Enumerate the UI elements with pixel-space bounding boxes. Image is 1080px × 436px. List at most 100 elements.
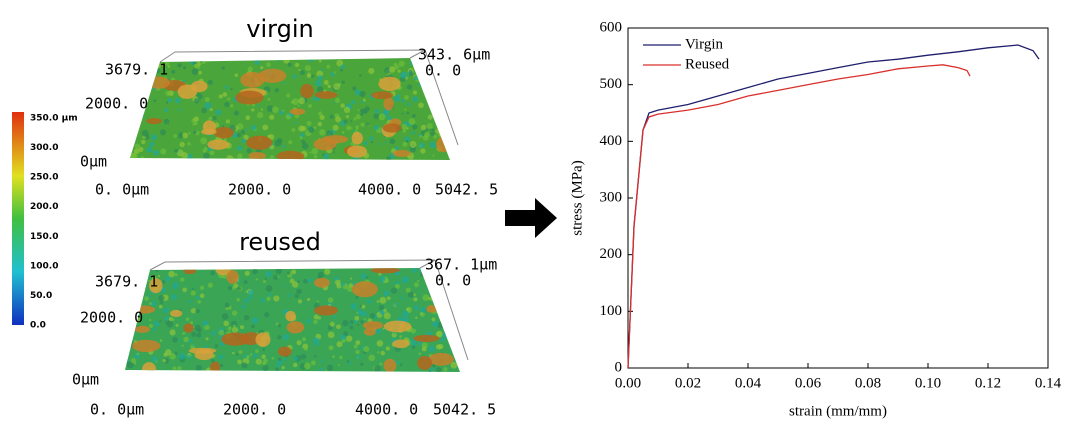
speckle bbox=[324, 370, 328, 372]
bump bbox=[177, 84, 198, 99]
speckle bbox=[164, 316, 169, 321]
speckle bbox=[241, 362, 248, 369]
speckle bbox=[333, 83, 341, 91]
speckle bbox=[232, 351, 235, 355]
speckle bbox=[432, 321, 439, 328]
bump bbox=[392, 149, 411, 158]
speckle bbox=[439, 311, 445, 317]
speckle bbox=[163, 352, 168, 357]
speckle bbox=[249, 353, 253, 356]
speckle bbox=[254, 59, 260, 65]
speckle bbox=[336, 324, 341, 330]
speckle bbox=[292, 74, 297, 79]
speckle bbox=[212, 116, 217, 121]
speckle bbox=[386, 296, 391, 301]
speckle bbox=[363, 346, 370, 353]
speckle bbox=[438, 344, 444, 350]
colorbar bbox=[12, 112, 24, 325]
speckle bbox=[350, 99, 356, 105]
speckle bbox=[283, 357, 287, 362]
speckle bbox=[428, 345, 436, 352]
speckle bbox=[237, 359, 242, 365]
speckle bbox=[414, 76, 419, 81]
speckle bbox=[161, 280, 166, 284]
x-label: 2000. 0 bbox=[228, 181, 291, 199]
speckle bbox=[369, 136, 374, 141]
speckle bbox=[236, 145, 243, 152]
speckle bbox=[163, 67, 166, 70]
speckle bbox=[201, 107, 207, 114]
bump bbox=[351, 281, 378, 298]
speckle bbox=[424, 131, 430, 138]
speckle bbox=[418, 81, 424, 87]
speckle bbox=[350, 303, 357, 310]
speckle bbox=[265, 62, 271, 68]
y-label: 0μm bbox=[80, 153, 107, 171]
z-label: 367. 1μm bbox=[425, 256, 497, 274]
speckle bbox=[148, 302, 152, 305]
speckle bbox=[327, 331, 335, 339]
bump bbox=[132, 339, 161, 353]
speckle bbox=[244, 270, 250, 276]
speckle bbox=[266, 105, 274, 113]
speckle bbox=[376, 340, 384, 347]
speckle bbox=[160, 148, 167, 155]
speckle bbox=[420, 148, 426, 154]
speckle bbox=[430, 297, 435, 302]
x-label: 0. 0μm bbox=[95, 181, 149, 199]
speckle bbox=[296, 288, 302, 295]
bump bbox=[426, 90, 437, 102]
speckle bbox=[306, 319, 311, 324]
bump bbox=[188, 347, 217, 354]
speckle bbox=[219, 363, 224, 368]
speckle bbox=[225, 307, 228, 310]
speckle bbox=[300, 129, 304, 132]
speckle bbox=[197, 299, 201, 304]
speckle bbox=[309, 151, 312, 154]
bump bbox=[183, 323, 194, 333]
speckle bbox=[360, 320, 364, 324]
speckle bbox=[291, 269, 297, 275]
speckle bbox=[442, 79, 445, 82]
speckle bbox=[369, 312, 376, 319]
speckle bbox=[407, 291, 414, 298]
speckle bbox=[353, 344, 358, 349]
bump bbox=[314, 305, 338, 316]
speckle bbox=[411, 113, 416, 118]
speckle bbox=[165, 90, 171, 96]
speckle bbox=[172, 283, 179, 290]
speckle bbox=[133, 114, 136, 117]
speckle bbox=[193, 63, 198, 68]
line-chart: strain (mm/mm) stress (MPa) 0.00 0.02 0.04… bbox=[569, 19, 1061, 419]
speckle bbox=[454, 315, 459, 320]
speckle bbox=[398, 60, 405, 67]
speckle bbox=[246, 355, 250, 359]
x-tick-label: 0.06 bbox=[795, 375, 822, 391]
speckle bbox=[418, 340, 423, 346]
speckle bbox=[352, 129, 355, 133]
speckle bbox=[221, 313, 229, 320]
speckle bbox=[267, 134, 271, 139]
speckle bbox=[401, 124, 408, 130]
speckle bbox=[336, 283, 342, 289]
speckle bbox=[279, 110, 284, 115]
speckle bbox=[340, 68, 343, 72]
y-label: 2000. 0 bbox=[85, 95, 148, 113]
speckle bbox=[167, 97, 173, 103]
speckle bbox=[151, 134, 158, 141]
speckle bbox=[343, 119, 348, 124]
speckle bbox=[327, 84, 331, 89]
speckle bbox=[204, 146, 208, 150]
speckle bbox=[209, 108, 213, 112]
speckle bbox=[306, 297, 311, 302]
bump bbox=[417, 356, 433, 370]
colorbar-label: 50.0 bbox=[30, 291, 52, 301]
speckle bbox=[247, 289, 254, 296]
speckle bbox=[402, 310, 409, 318]
speckle bbox=[350, 323, 353, 326]
speckle bbox=[149, 141, 155, 147]
speckle bbox=[188, 131, 191, 135]
bump bbox=[371, 91, 394, 100]
speckle bbox=[126, 361, 134, 369]
speckle bbox=[316, 70, 324, 78]
